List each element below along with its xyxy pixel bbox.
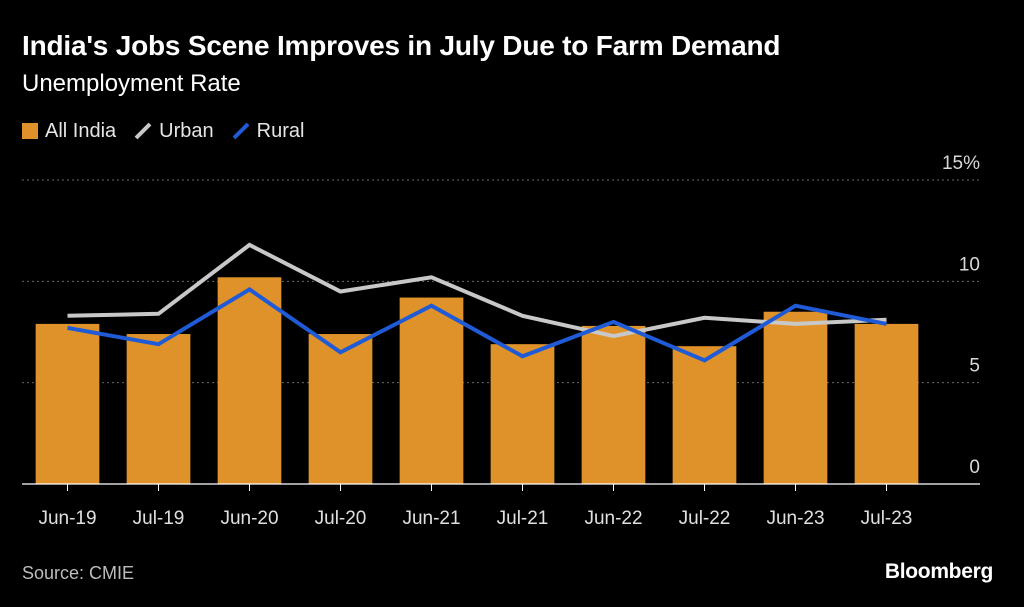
x-tick-label: Jul-22 <box>679 508 731 529</box>
x-tick-label: Jul-21 <box>497 508 549 529</box>
bar-all-india <box>399 297 464 484</box>
bar-all-india <box>763 311 828 484</box>
line-urban <box>67 242 887 339</box>
legend-item-rural: Rural <box>232 119 305 143</box>
y-tick-label: 10 <box>959 254 980 275</box>
legend-swatch-all-india <box>22 123 38 139</box>
bar-all-india <box>217 277 282 484</box>
legend-label-all-india: All India <box>45 119 117 142</box>
legend-label-urban: Urban <box>159 119 214 142</box>
bar-all-india <box>672 346 737 484</box>
y-tick-label: 15% <box>942 153 980 174</box>
x-tick-label: Jun-22 <box>584 508 642 529</box>
x-tick-label: Jul-19 <box>133 508 185 529</box>
legend: All India Urban Rural <box>22 118 322 144</box>
bar-all-india <box>126 334 191 484</box>
x-tick-label: Jun-21 <box>402 508 460 529</box>
y-tick-label: 5 <box>969 356 980 377</box>
legend-swatch-rural <box>232 122 250 140</box>
bar-all-india <box>854 323 919 484</box>
x-tick-label: Jul-20 <box>315 508 367 529</box>
x-tick-label: Jun-23 <box>766 508 824 529</box>
x-tick-label: Jun-19 <box>38 508 96 529</box>
legend-item-urban: Urban <box>134 119 214 143</box>
x-tick-label: Jun-20 <box>220 508 278 529</box>
bar-all-india <box>581 325 646 484</box>
chart-subtitle: Unemployment Rate <box>22 70 241 97</box>
x-tick-label: Jul-23 <box>861 508 913 529</box>
legend-label-rural: Rural <box>256 119 305 142</box>
bar-all-india <box>490 344 555 484</box>
legend-swatch-urban <box>134 122 152 140</box>
bar-all-india <box>308 334 373 484</box>
y-tick-label: 0 <box>969 457 980 478</box>
bloomberg-logo: Bloomberg <box>884 560 993 583</box>
chart-title: India's Jobs Scene Improves in July Due … <box>22 30 781 61</box>
source-note: Source: CMIE <box>22 563 135 583</box>
bar-all-india <box>35 323 100 484</box>
line-rural <box>67 287 887 363</box>
legend-item-all-india: All India <box>22 120 116 143</box>
